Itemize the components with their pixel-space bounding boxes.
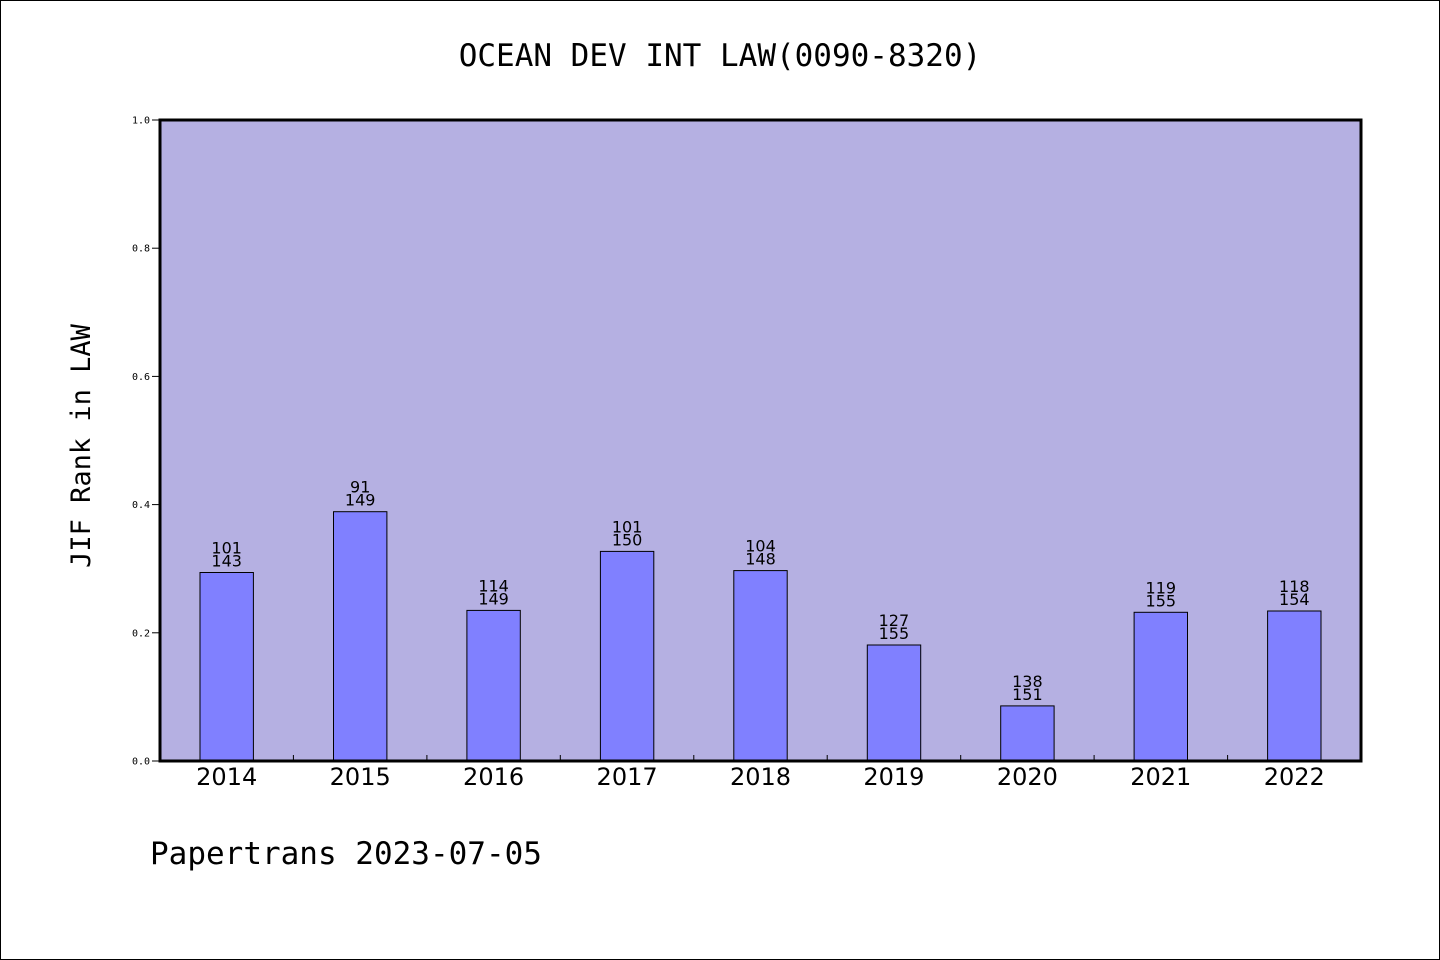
bar-2014 [199, 572, 254, 762]
x-tick-label-2022: 2022 [1264, 763, 1325, 791]
category-labels-group: 2014 2015 2016 2017 2018 2019 2020 2021 2022 [196, 763, 1325, 791]
data-label-rank-2014: 101 [211, 539, 242, 558]
chart-title: OCEAN DEV INT LAW(0090-8320) [459, 38, 982, 74]
data-label-total-2018: 148 [745, 550, 776, 569]
y-tick-label-0.6: 0.6 [132, 372, 150, 383]
data-label-total-2020: 151 [1012, 685, 1043, 704]
data-label-rank-2021: 119 [1146, 578, 1177, 597]
data-label-rank-2018: 104 [745, 537, 776, 556]
data-label-rank-2022: 118 [1279, 577, 1310, 596]
x-tick-label-2014: 2014 [196, 763, 257, 791]
bar-2021 [1133, 611, 1188, 762]
x-tick-label-2015: 2015 [330, 763, 391, 791]
data-label-rank-2016: 114 [478, 576, 509, 595]
bar-2019 [866, 644, 922, 762]
x-tick-label-2016: 2016 [463, 763, 524, 791]
data-label-rank-2019: 127 [879, 611, 910, 630]
data-label-total-2022: 154 [1279, 590, 1310, 609]
data-label-total-2014: 143 [211, 552, 242, 571]
data-label-total-2015: 149 [345, 491, 376, 510]
bars-group [199, 511, 1322, 762]
bar-2015 [333, 511, 388, 762]
y-tick-label-0.0: 0.0 [132, 757, 150, 768]
data-label-total-2021: 155 [1146, 591, 1177, 610]
bar-2020 [1000, 705, 1055, 762]
data-label-rank-2015: 91 [350, 478, 370, 497]
y-tick-label-1.0: 1.0 [132, 116, 150, 127]
footer-text: Papertrans 2023-07-05 [150, 836, 542, 872]
bar-2022 [1267, 610, 1322, 762]
x-tick-label-2018: 2018 [730, 763, 791, 791]
data-label-total-2016: 149 [478, 589, 509, 608]
data-label-rank-2017: 101 [612, 517, 643, 536]
y-axis-label: JIF Rank in LAW [66, 323, 97, 568]
data-label-total-2017: 150 [612, 530, 643, 549]
x-tick-label-2020: 2020 [997, 763, 1058, 791]
data-label-rank-2020: 138 [1012, 672, 1043, 691]
y-tick-label-0.4: 0.4 [132, 500, 150, 511]
bar-2016 [466, 609, 521, 762]
y-tick-label-0.2: 0.2 [132, 628, 150, 639]
bar-2017 [599, 550, 655, 762]
bar-2018 [733, 570, 788, 762]
x-tick-label-2017: 2017 [597, 763, 658, 791]
plot-border [158, 118, 1363, 763]
x-tick-label-2021: 2021 [1130, 763, 1191, 791]
data-label-total-2019: 155 [879, 624, 910, 643]
x-tick-label-2019: 2019 [863, 763, 924, 791]
y-tick-label-0.8: 0.8 [132, 244, 150, 255]
y-ticks-group: 0.0 0.2 0.4 0.6 0.8 1.0 [132, 116, 160, 768]
